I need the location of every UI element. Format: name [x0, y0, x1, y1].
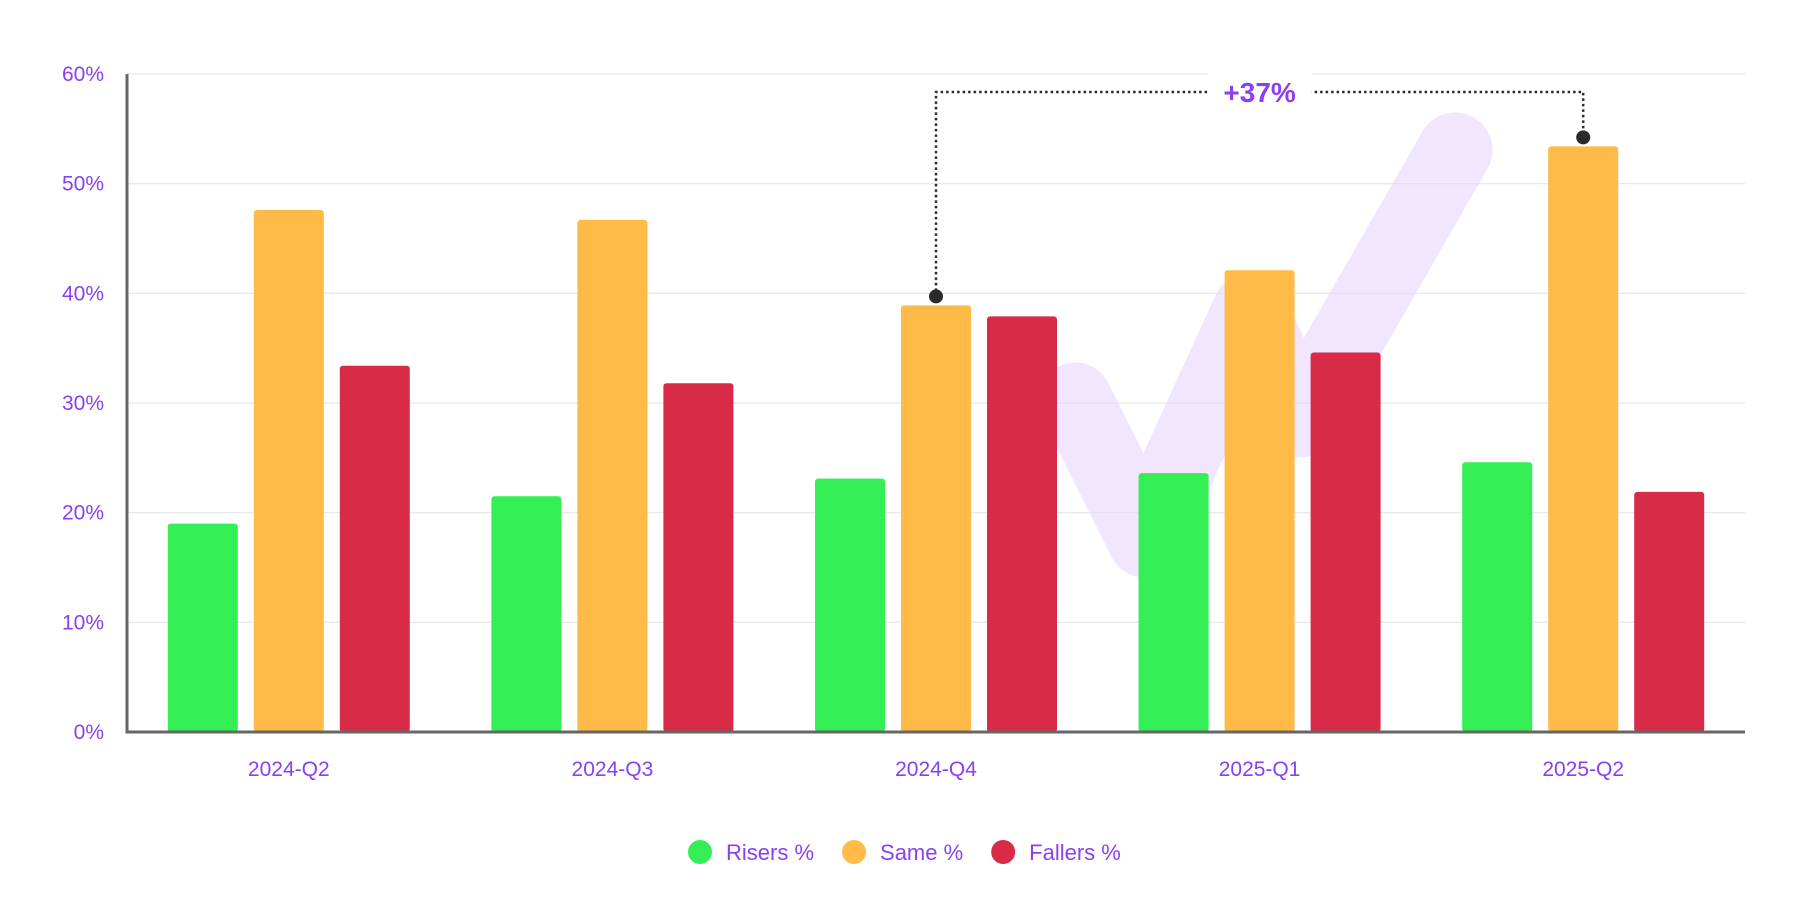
legend-label: Fallers % [1029, 840, 1121, 865]
y-tick-label: 40% [62, 282, 104, 305]
bar-fallers-2024-q3 [663, 383, 734, 732]
x-tick-label: 2025-Q1 [1219, 758, 1301, 781]
y-tick-label: 10% [62, 611, 104, 634]
x-tick-label: 2024-Q4 [895, 758, 977, 781]
legend-swatch [991, 840, 1016, 864]
legend: Risers % Same % Fallers % [688, 840, 1121, 865]
y-tick-label: 20% [62, 502, 104, 525]
bar-risers-2024-q2 [167, 523, 238, 732]
bar-same-2024-q4 [901, 305, 971, 732]
bar-fallers-2025-q2 [1634, 491, 1705, 732]
bar-risers-2025-q1 [1138, 473, 1209, 732]
x-tick-label: 2025-Q2 [1542, 758, 1624, 781]
annotation-start-dot [929, 289, 943, 304]
x-tick-label: 2024-Q2 [248, 758, 330, 781]
annotation-end-dot [1576, 130, 1591, 145]
y-tick-label: 0% [74, 721, 104, 744]
y-tick-label: 60% [62, 63, 104, 86]
legend-item: Risers % [688, 840, 814, 865]
legend-label: Risers % [726, 840, 814, 865]
bar-same-2025-q1 [1224, 270, 1295, 732]
bar-fallers-2024-q2 [339, 365, 410, 732]
annotation-bracket [934, 90, 1585, 297]
y-tick-labels: 0% 10% 20% 30% 40% 50% 60% [62, 63, 104, 744]
legend-swatch [842, 840, 867, 864]
bar-risers-2024-q3 [491, 496, 562, 732]
x-tick-labels: 2024-Q2 2024-Q3 2024-Q4 2025-Q1 2025-Q2 [248, 758, 1624, 781]
legend-item: Fallers % [991, 840, 1121, 865]
legend-swatch [688, 840, 712, 864]
x-tick-label: 2024-Q3 [572, 758, 654, 781]
bar-risers-2025-q2 [1462, 462, 1533, 732]
y-tick-label: 30% [62, 392, 104, 415]
bar-fallers-2024-q4 [987, 316, 1057, 732]
annotation-label: +37% [1223, 77, 1295, 108]
y-tick-label: 50% [62, 173, 104, 196]
bars [167, 146, 1705, 732]
legend-label: Same % [880, 840, 963, 865]
axes [125, 74, 1745, 734]
annotation: +37% [929, 70, 1591, 304]
legend-item: Same % [842, 840, 963, 865]
bar-same-2025-q2 [1548, 146, 1619, 732]
annotation-label-background [1207, 70, 1312, 114]
bar-same-2024-q3 [577, 219, 648, 732]
bar-fallers-2025-q1 [1310, 352, 1381, 732]
bar-same-2024-q2 [253, 209, 324, 732]
bar-risers-2024-q4 [815, 478, 885, 732]
